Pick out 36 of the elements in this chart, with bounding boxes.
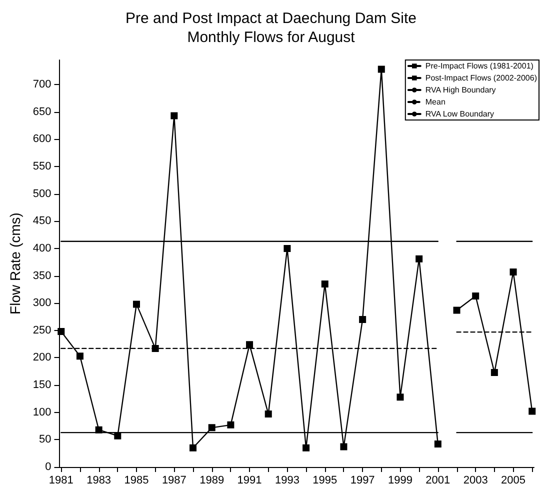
y-tick-label: 50 (39, 434, 52, 446)
y-tick-label: 250 (32, 324, 52, 336)
x-tick-label: 1983 (86, 474, 112, 486)
x-tick-label: 1985 (124, 474, 149, 486)
x-tick-label: 1991 (237, 474, 262, 486)
legend-label: Pre-Impact Flows (1981-2001) (425, 62, 534, 70)
x-tick-label: 1995 (312, 474, 338, 486)
x-tick-label: 2005 (501, 474, 526, 486)
y-tick-label: 450 (32, 215, 52, 228)
x-tick-label: 1997 (350, 474, 375, 486)
y-tick-label: 500 (32, 188, 52, 200)
x-tick-label: 2003 (463, 474, 488, 486)
legend-label: Post-Impact Flows (2002-2006) (425, 74, 538, 82)
y-tick-label: 400 (32, 242, 52, 254)
y-tick-label: 350 (32, 270, 52, 282)
y-tick-label: 100 (32, 406, 52, 418)
y-tick-label: 700 (32, 78, 52, 91)
legend-label: RVA Low Boundary (425, 110, 494, 118)
y-tick-label: 600 (32, 133, 52, 146)
x-tick-label: 1993 (274, 474, 300, 486)
y-tick-label: 150 (32, 379, 52, 392)
x-tick-label: 1989 (200, 474, 224, 486)
y-tick-label: 650 (32, 106, 52, 118)
y-tick-label: 550 (32, 160, 52, 173)
x-tick-label: 1987 (162, 474, 186, 486)
y-tick-label: 200 (32, 352, 52, 364)
x-tick-label: 1981 (48, 474, 74, 486)
y-axis-title: Flow Rate (cms) (7, 212, 23, 314)
legend-label: Mean (425, 98, 446, 106)
chart-subtitle: Monthly Flows for August (187, 29, 356, 46)
y-tick-label: 0 (45, 461, 52, 473)
y-tick-label: 300 (32, 297, 52, 310)
x-tick-label: 1999 (388, 474, 412, 486)
legend-label: RVA High Boundary (425, 86, 496, 94)
x-tick-label: 2001 (426, 474, 450, 486)
chart-title: Pre and Post Impact at Daechung Dam Site (126, 10, 416, 27)
